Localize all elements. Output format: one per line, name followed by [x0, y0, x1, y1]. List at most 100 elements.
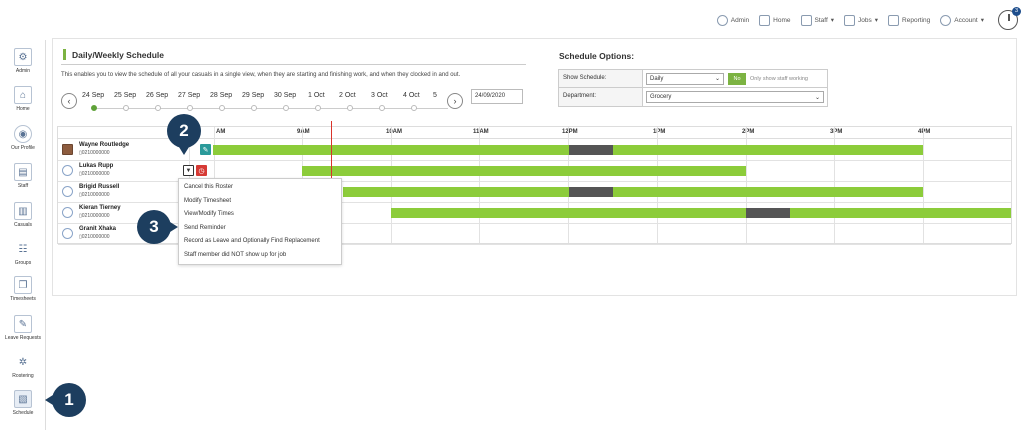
menu-item-no-show[interactable]: Staff member did NOT show up for job: [184, 251, 287, 258]
edit-icon[interactable]: ✎: [200, 144, 211, 155]
phone-icon: ▯: [79, 234, 82, 240]
date-item[interactable]: 4 Oct: [403, 92, 420, 99]
time-label: 11AM: [473, 129, 489, 135]
leave-icon: ✎: [14, 315, 32, 333]
shift-bar[interactable]: [343, 187, 569, 197]
date-dot[interactable]: [155, 105, 161, 111]
nav-account[interactable]: Account ▾: [940, 14, 984, 26]
sidebar-item-label: Home: [16, 106, 30, 112]
date-item[interactable]: 25 Sep: [114, 92, 137, 99]
break-bar[interactable]: [569, 187, 613, 197]
menu-item-cancel-roster[interactable]: Cancel this Roster: [184, 184, 234, 190]
shift-bar[interactable]: [213, 145, 569, 155]
date-item[interactable]: 26 Sep: [146, 92, 169, 99]
timer-button[interactable]: 3: [998, 7, 1021, 30]
sidebar-item-home[interactable]: ⌂ Home: [0, 86, 46, 112]
date-dot[interactable]: [251, 105, 257, 111]
sidebar-item-rostering[interactable]: ✲ Rostering: [0, 353, 46, 380]
account-icon: [940, 14, 952, 26]
staff-cell[interactable]: Brigid Russell ▯0210000000: [58, 182, 190, 203]
staff-cell[interactable]: Wayne Routledge ▯0210000000: [58, 140, 190, 161]
date-dot[interactable]: [347, 105, 353, 111]
shift-bar[interactable]: [613, 187, 923, 197]
date-item[interactable]: 24 Sep: [82, 92, 105, 99]
menu-item-view-modify-times[interactable]: View/Modify Times: [184, 211, 234, 217]
next-date-button[interactable]: ›: [447, 93, 463, 109]
shift-bar[interactable]: [302, 166, 746, 176]
sidebar-item-label: Leave Requests: [4, 335, 42, 341]
groups-icon: ☷: [18, 243, 28, 255]
date-item[interactable]: 29 Sep: [242, 92, 265, 99]
break-bar[interactable]: [569, 145, 613, 155]
dropdown-caret-button[interactable]: ▼: [183, 165, 194, 176]
date-dot-active[interactable]: [91, 105, 97, 111]
sidebar-item-staff[interactable]: ▤ Staff: [0, 163, 46, 189]
sidebar-item-admin[interactable]: ⚙ Admin: [0, 48, 46, 74]
date-dot[interactable]: [315, 105, 321, 111]
show-schedule-select[interactable]: Daily ⌄: [646, 72, 724, 85]
gear-icon: ⚙: [14, 48, 32, 66]
step-callout-1: 1: [45, 383, 86, 417]
menu-item-record-leave[interactable]: Record as Leave and Optionally Find Repl…: [184, 238, 320, 244]
date-item[interactable]: 1 Oct: [308, 92, 325, 99]
top-navigation: Admin Home Staff ▾ Jobs ▾ Reporting Accoun…: [716, 12, 984, 28]
staff-phone: ▯0210000000: [79, 234, 110, 240]
prev-date-button[interactable]: ‹: [61, 93, 77, 109]
shift-bar[interactable]: [391, 208, 746, 218]
shift-bar[interactable]: [613, 145, 923, 155]
sidebar: ⚙ Admin ⌂ Home ◉ Our Profile ▤ Staff ▥ Casual…: [0, 40, 46, 430]
nav-admin[interactable]: Admin: [716, 14, 749, 26]
sidebar-item-timesheets[interactable]: ❐ Timesheets: [0, 276, 46, 302]
break-bar[interactable]: [746, 208, 790, 218]
sidebar-item-groups[interactable]: ☷ Groups: [0, 240, 46, 267]
menu-item-send-reminder[interactable]: Send Reminder: [184, 224, 226, 231]
hour-gridline: [479, 127, 480, 243]
home-icon: [759, 14, 771, 26]
staff-phone: ▯0210000000: [79, 150, 110, 156]
clock-icon[interactable]: ◷: [196, 165, 207, 176]
hour-gridline: [746, 127, 747, 243]
jobs-icon: [844, 14, 856, 26]
date-dot[interactable]: [123, 105, 129, 111]
staff-name: Lukas Rupp: [79, 163, 114, 169]
date-dot[interactable]: [411, 105, 417, 111]
sidebar-item-label: Admin: [15, 68, 31, 74]
staff-phone: ▯0210000000: [79, 192, 110, 198]
staff-name: Brigid Russell: [79, 184, 120, 190]
date-item[interactable]: 28 Sep: [210, 92, 233, 99]
sidebar-item-leave-requests[interactable]: ✎ Leave Requests: [0, 315, 46, 341]
date-item[interactable]: 3 Oct: [371, 92, 388, 99]
schedule-icon: ▧: [14, 390, 32, 408]
time-label: AM: [216, 129, 226, 135]
date-item[interactable]: 2 Oct: [339, 92, 356, 99]
step-callout-2: 2: [167, 114, 201, 155]
staff-cell[interactable]: Lukas Rupp ▯0210000000: [58, 161, 190, 182]
date-dot[interactable]: [187, 105, 193, 111]
home-icon: ⌂: [14, 86, 32, 104]
sidebar-item-our-profile[interactable]: ◉ Our Profile: [0, 125, 46, 151]
only-working-toggle[interactable]: No: [728, 72, 746, 85]
time-header: AM 9AM 10AM 11AM 12PM 1PM 2PM 3PM 4PM: [58, 127, 1011, 139]
date-track: [93, 108, 448, 109]
shift-bar[interactable]: [790, 208, 1011, 218]
date-item[interactable]: 27 Sep: [178, 92, 201, 99]
department-select[interactable]: Grocery ⌄: [646, 91, 824, 103]
menu-item-modify-timesheet[interactable]: Modify Timesheet: [184, 197, 232, 204]
date-item[interactable]: 30 Sep: [274, 92, 297, 99]
hour-gridline: [391, 127, 392, 243]
date-input[interactable]: 24/09/2020: [471, 89, 523, 104]
date-item[interactable]: 5: [433, 92, 437, 99]
date-dot[interactable]: [283, 105, 289, 111]
staff-name: Kieran Tierney: [79, 205, 121, 211]
nav-jobs[interactable]: Jobs ▾: [844, 14, 878, 26]
time-label: 10AM: [386, 129, 403, 135]
sidebar-item-casuals[interactable]: ▥ Casuals: [0, 202, 46, 228]
date-dot[interactable]: [379, 105, 385, 111]
caret-down-icon: ▾: [980, 17, 984, 24]
page-description: This enables you to view the schedule of…: [61, 72, 461, 78]
sidebar-item-schedule[interactable]: ▧ Schedule: [0, 390, 46, 416]
nav-home[interactable]: Home: [759, 14, 791, 26]
date-dot[interactable]: [219, 105, 225, 111]
nav-reporting[interactable]: Reporting: [888, 14, 930, 26]
nav-staff[interactable]: Staff ▾: [800, 14, 834, 26]
